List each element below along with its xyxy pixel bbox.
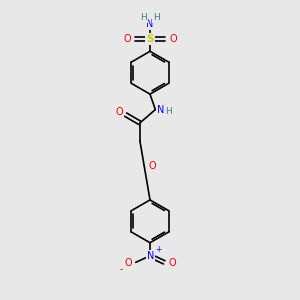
Text: O: O <box>169 34 177 44</box>
Text: O: O <box>124 258 132 268</box>
Text: N: N <box>147 251 154 261</box>
Text: N: N <box>146 19 154 29</box>
Text: H: H <box>140 13 147 22</box>
Text: O: O <box>168 258 176 268</box>
Text: O: O <box>148 160 156 171</box>
Text: H: H <box>165 106 172 116</box>
Text: -: - <box>119 264 123 274</box>
Text: O: O <box>123 34 130 44</box>
Text: O: O <box>115 107 123 117</box>
Text: +: + <box>155 245 161 254</box>
Text: H: H <box>153 13 160 22</box>
Text: S: S <box>146 34 154 44</box>
Text: N: N <box>157 105 164 115</box>
